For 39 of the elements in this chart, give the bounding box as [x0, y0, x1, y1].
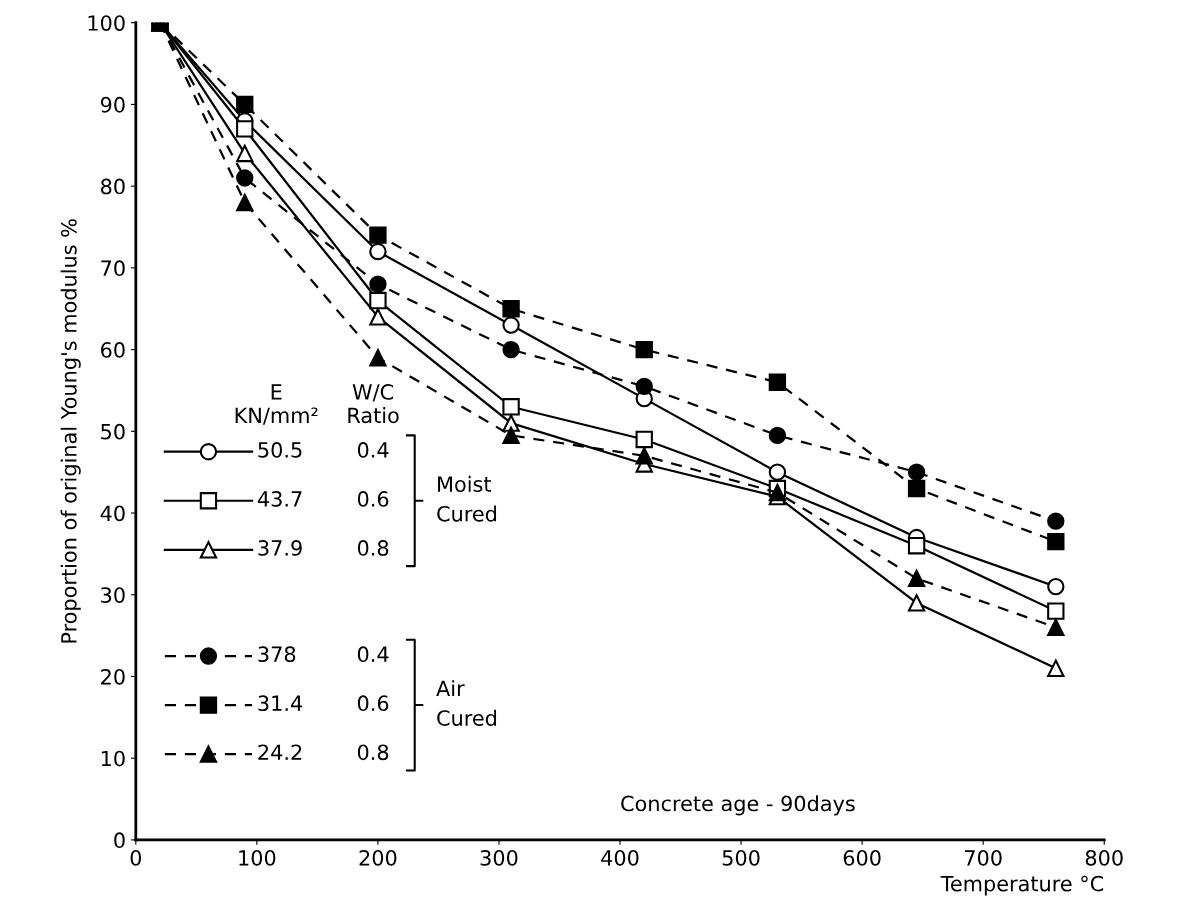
y-tick-label: 90: [100, 96, 125, 113]
annotation: 0.6: [357, 491, 389, 507]
legend-label: 50.5: [258, 442, 302, 458]
y-tick-label: 80: [101, 178, 125, 195]
annotation: Concrete age - 90days: [621, 795, 855, 816]
legend-label: 43.7: [257, 491, 302, 507]
x-tick-label: 500: [722, 849, 760, 866]
annotation: W/C Ratio: [348, 384, 399, 424]
annotation: 0.8: [357, 540, 389, 556]
annotation: E KN/mm²: [235, 384, 318, 425]
y-tick-label: 100: [88, 15, 125, 31]
y-tick-label: 60: [101, 342, 125, 358]
x-tick-label: 0: [130, 849, 142, 866]
x-tick-label: 700: [965, 849, 1002, 866]
x-tick-label: 400: [601, 849, 639, 866]
y-tick-label: 50: [101, 423, 125, 440]
y-tick-label: 0: [114, 832, 125, 849]
y-tick-label: 70: [101, 260, 125, 277]
x-tick-label: 600: [843, 849, 881, 866]
x-tick-label: 300: [480, 849, 518, 866]
x-axis-title: Temperature °C: [940, 875, 1104, 896]
annotation: Air Cured: [436, 680, 497, 726]
annotation: 0.4: [357, 442, 389, 458]
annotation: Moist Cured: [437, 475, 497, 522]
annotation: 0.8: [357, 744, 389, 761]
y-tick-label: 40: [100, 505, 125, 522]
annotation: 0.6: [357, 695, 389, 712]
y-tick-label: 20: [101, 668, 125, 685]
y-tick-label: 10: [101, 750, 125, 767]
x-tick-label: 800: [1085, 849, 1123, 866]
legend-label: 24.2: [258, 744, 302, 760]
legend-label: 31.4: [258, 695, 303, 712]
y-tick-label: 30: [101, 587, 125, 603]
x-tick-label: 200: [359, 849, 397, 866]
y-axis-title: Proportion of original Young's modulus %: [60, 219, 81, 643]
legend-label: 378: [258, 646, 296, 663]
x-tick-label: 100: [239, 849, 276, 866]
legend-label: 37.9: [258, 540, 302, 556]
annotation: 0.4: [357, 646, 389, 663]
